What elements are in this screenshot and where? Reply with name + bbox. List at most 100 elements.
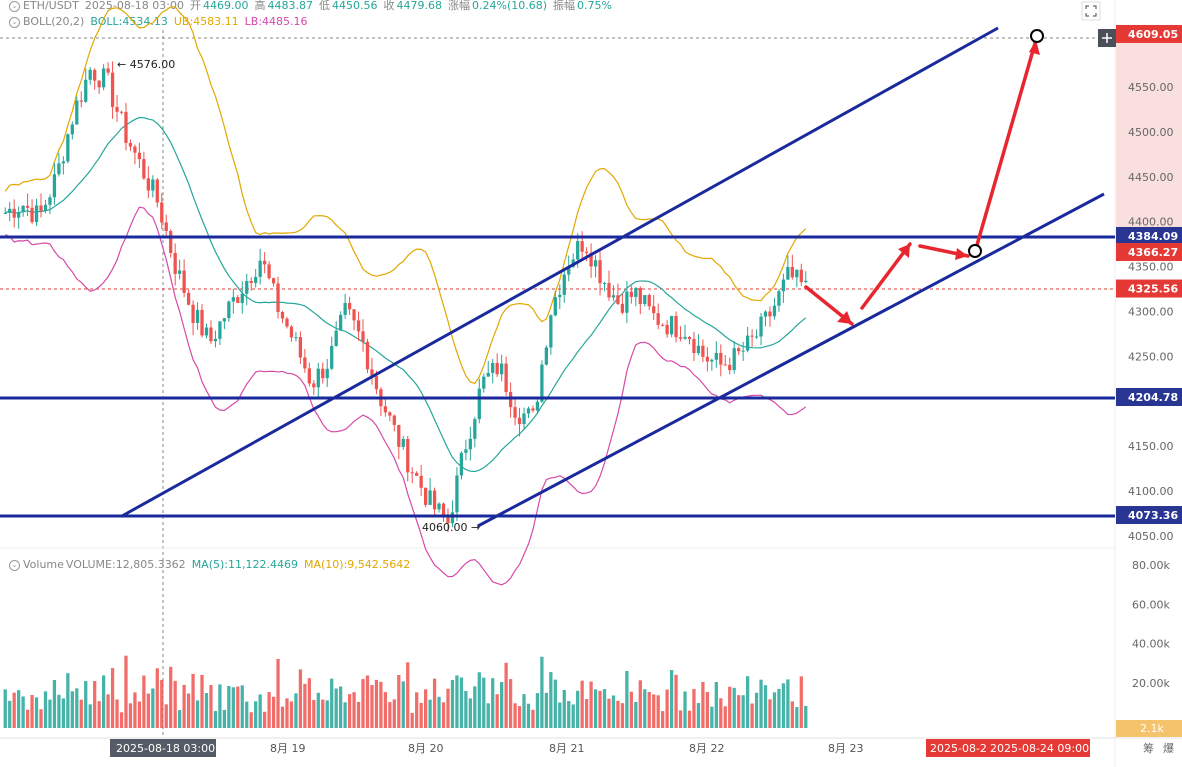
volume-bar xyxy=(160,679,164,728)
time-axis-label: 8月 20 xyxy=(408,742,444,755)
volume-bar xyxy=(173,680,177,728)
volume-bar xyxy=(549,672,553,728)
time-axis[interactable]: 8月 19 8月 20 8月 21 8月 22 8月 23 xyxy=(270,742,864,755)
pivot-circle-marker[interactable] xyxy=(968,244,982,258)
price-tag-label: 4366.27 xyxy=(1128,246,1178,259)
vol-ma10: MA(10):9,542.5642 xyxy=(304,558,410,571)
volume-bar xyxy=(584,698,589,728)
arrow-head-1 xyxy=(837,311,852,324)
candle-body xyxy=(772,305,777,317)
volume-bar xyxy=(432,678,437,728)
volume-bar xyxy=(459,677,464,728)
volume-bar xyxy=(446,688,450,728)
candle-body xyxy=(271,278,276,284)
volume-bar xyxy=(526,703,531,728)
collapse-icon[interactable]: ⌄ xyxy=(9,0,20,12)
volume-bar xyxy=(334,688,338,728)
candle-body xyxy=(777,291,781,306)
candle-body xyxy=(101,68,106,88)
candle-body xyxy=(423,487,428,505)
price-tag-box xyxy=(1116,24,1182,43)
candle-body xyxy=(93,69,97,81)
volume-bar xyxy=(750,703,754,728)
candle-body xyxy=(674,315,678,338)
volume-bar xyxy=(777,688,781,728)
candle-body xyxy=(580,241,584,252)
candle-body xyxy=(66,134,70,162)
volume-bar xyxy=(705,692,710,728)
boll-lb-value: 4485.16 xyxy=(262,15,308,28)
volume-bars xyxy=(3,655,808,728)
volume-bar xyxy=(285,698,289,728)
candle-body xyxy=(576,241,580,260)
volume-bar xyxy=(406,662,410,728)
volume-label: Volume xyxy=(23,558,64,571)
change-value: 0.24%(10.68) xyxy=(472,0,548,12)
high-annotation: ← 4576.00 xyxy=(117,58,175,71)
volume-bar xyxy=(119,712,124,728)
volume-bar xyxy=(468,698,472,728)
candle-body xyxy=(540,364,544,402)
volume-axis: 80.00k 60.00k 40.00k 20.00k xyxy=(1132,559,1170,690)
collapse-icon[interactable]: ⌄ xyxy=(9,559,20,571)
channel-upper-line[interactable] xyxy=(121,26,999,518)
volume-bar xyxy=(84,681,88,728)
high-value: 4483.87 xyxy=(267,0,314,12)
candle-body xyxy=(611,295,616,298)
volume-bar xyxy=(692,689,696,728)
collapse-icon[interactable]: ⌄ xyxy=(9,16,20,28)
fullscreen-icon[interactable] xyxy=(1081,1,1101,21)
volume-bar xyxy=(741,695,745,728)
candle-body xyxy=(374,375,379,390)
candle-body xyxy=(12,208,16,218)
candle-body xyxy=(222,318,227,322)
volume-bar xyxy=(43,691,48,728)
volume-bar xyxy=(607,698,611,728)
volume-bar xyxy=(280,706,285,728)
candle-body xyxy=(195,309,200,323)
channel-lower-line[interactable] xyxy=(477,192,1105,528)
candle-body xyxy=(361,331,365,342)
time-axis-label: 8月 23 xyxy=(828,742,864,755)
time-axis-label: 8月 22 xyxy=(689,742,725,755)
volume-bar xyxy=(669,670,674,728)
target-circle-marker[interactable] xyxy=(1030,29,1044,43)
volume-bar xyxy=(486,703,490,728)
volume-bar xyxy=(517,706,522,728)
price-tag-box xyxy=(1116,506,1182,525)
candle-body xyxy=(128,142,133,147)
candle-body xyxy=(245,280,249,294)
volume-bar xyxy=(710,706,714,728)
candle-body xyxy=(468,438,472,450)
candle-body xyxy=(160,202,164,223)
add-price-alert-icon[interactable] xyxy=(1098,29,1116,47)
candle-body xyxy=(280,312,285,319)
volume-bar xyxy=(571,704,575,728)
candle-body xyxy=(759,316,763,337)
volume-bar xyxy=(562,689,566,728)
volume-bar xyxy=(191,673,195,728)
close-label: 收 xyxy=(383,0,395,12)
crosshair-time-box xyxy=(110,739,216,757)
candle-body xyxy=(491,362,495,373)
liquidation-button[interactable]: 爆 xyxy=(1163,741,1174,755)
volume-bar xyxy=(240,685,244,728)
volume-bar xyxy=(598,690,602,728)
chips-button[interactable]: 筹 xyxy=(1143,741,1154,755)
arrow-head-3 xyxy=(955,248,968,260)
candle-body xyxy=(173,252,177,274)
candle-body xyxy=(584,251,589,253)
arrow-heads xyxy=(837,40,1040,324)
volume-bar xyxy=(88,704,92,728)
volume-bar xyxy=(267,692,271,728)
candle-body xyxy=(441,503,446,516)
candle-body xyxy=(88,69,92,80)
volume-bar xyxy=(25,709,30,728)
candle-body xyxy=(312,383,316,388)
candle-body xyxy=(48,197,52,205)
candle-body xyxy=(763,311,768,317)
price-axis[interactable]: 4550.00 4500.00 4450.00 4400.00 4350.00 4300.… xyxy=(1128,81,1174,543)
volume-bar xyxy=(397,675,401,728)
volume-bar xyxy=(638,680,642,728)
